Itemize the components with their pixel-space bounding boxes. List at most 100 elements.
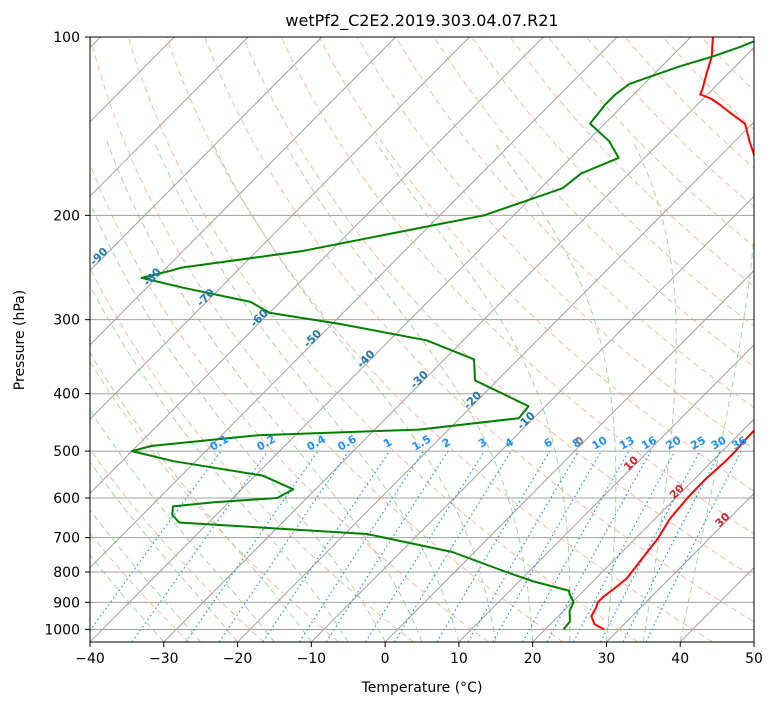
mixing-ratio-line bbox=[394, 450, 512, 642]
y-tick-label: 600 bbox=[53, 491, 80, 507]
dewpoint-line bbox=[131, 40, 754, 631]
mixing-ratio-label: 20 bbox=[663, 433, 683, 452]
dry-adiabat bbox=[242, 37, 754, 579]
moist-adiabat bbox=[211, 141, 497, 642]
mixing-ratio-line bbox=[325, 450, 449, 642]
axes: −40 −30 −20 −10 0 10 20 30 40 50 100 200 300 400 500 60… bbox=[44, 30, 763, 667]
moist-adiabat bbox=[90, 461, 238, 642]
isotherm-label: 40 bbox=[758, 538, 775, 558]
mixing-ratio-label: 30 bbox=[709, 433, 729, 452]
moist-adiabat bbox=[374, 141, 571, 642]
mixing-ratio-line bbox=[572, 450, 676, 642]
x-tick-label: −20 bbox=[223, 651, 253, 667]
x-tick-label: 10 bbox=[450, 651, 468, 667]
x-tick-label: 20 bbox=[524, 651, 542, 667]
y-tick-label: 700 bbox=[53, 531, 80, 547]
x-tick-label: 50 bbox=[745, 651, 763, 667]
dry-adiabat bbox=[280, 37, 754, 535]
y-tick-label: 300 bbox=[53, 313, 80, 329]
x-tick-label: 40 bbox=[671, 651, 689, 667]
isotherm-line bbox=[237, 121, 754, 642]
x-tick-label: −30 bbox=[149, 651, 179, 667]
mixing-ratio-label: 0.6 bbox=[335, 432, 359, 453]
mixing-ratio-line bbox=[522, 450, 630, 642]
isotherm-label: -10 bbox=[515, 409, 538, 432]
moist-adiabat bbox=[90, 201, 386, 642]
moist-adiabat bbox=[153, 141, 460, 642]
dry-adiabat bbox=[90, 163, 489, 642]
dry-adiabat bbox=[90, 267, 414, 642]
isotherm-label: -40 bbox=[354, 347, 377, 370]
isotherm-line bbox=[90, 37, 544, 495]
isotherm-label: -90 bbox=[87, 245, 110, 268]
isotherm-label: 20 bbox=[667, 482, 687, 502]
moist-adiabat bbox=[632, 141, 677, 642]
mixing-ratio-line bbox=[185, 450, 319, 642]
background-lines bbox=[90, 37, 754, 642]
x-tick-label: −40 bbox=[75, 651, 105, 667]
dry-adiabat bbox=[204, 37, 754, 623]
y-tick-label: 200 bbox=[53, 208, 80, 224]
dry-adiabat bbox=[356, 37, 754, 450]
mixing-ratio-line bbox=[492, 450, 602, 642]
chart-title: wetPf2_C2E2.2019.303.04.07.R21 bbox=[285, 11, 558, 31]
isotherm-line bbox=[606, 492, 754, 642]
isotherm-line bbox=[90, 37, 249, 197]
y-tick-label: 800 bbox=[53, 565, 80, 581]
isotherm-label: -70 bbox=[194, 286, 217, 309]
mixing-ratio-label: 1.5 bbox=[410, 433, 433, 454]
isotherm-line bbox=[163, 46, 754, 642]
y-tick-label: 1000 bbox=[44, 622, 80, 638]
isotherm-line bbox=[384, 269, 754, 642]
isotherm-label: 30 bbox=[713, 510, 733, 530]
isotherm-line bbox=[458, 344, 754, 642]
mixing-ratio-label: 16 bbox=[639, 433, 659, 452]
moist-adiabat bbox=[106, 141, 423, 642]
y-axis-title: Pressure (hPa) bbox=[12, 290, 28, 390]
y-tick-label: 900 bbox=[53, 595, 80, 611]
y-tick-label: 100 bbox=[53, 30, 80, 46]
isotherm-label: -50 bbox=[301, 327, 324, 350]
mixing-ratio-line bbox=[262, 450, 390, 642]
dry-adiabat bbox=[395, 37, 754, 409]
dry-adiabat bbox=[509, 37, 754, 287]
mixing-ratio-line bbox=[218, 450, 350, 642]
moist-adiabat bbox=[679, 230, 754, 642]
dry-adiabat bbox=[127, 37, 639, 642]
mixing-ratio-label: 1 bbox=[381, 436, 394, 451]
mixing-ratio-label: 0.4 bbox=[305, 432, 329, 453]
isotherm-line bbox=[90, 37, 470, 420]
isotherm-label: -20 bbox=[461, 388, 484, 411]
mixing-ratio-line bbox=[131, 450, 269, 642]
mixing-ratio-line bbox=[299, 450, 424, 642]
mixing-ratio-label: 3 bbox=[476, 436, 489, 451]
isotherm-line bbox=[90, 37, 397, 346]
dry-adiabat bbox=[471, 37, 754, 327]
plot-frame bbox=[89, 36, 755, 643]
mixing-ratio-label: 10 bbox=[590, 433, 610, 452]
moist-adiabat bbox=[90, 509, 202, 642]
mixing-ratio-label: 13 bbox=[617, 434, 637, 453]
moist-adiabat bbox=[90, 351, 312, 642]
mixing-ratio-label: 0.1 bbox=[208, 433, 231, 454]
isotherm-label: -80 bbox=[141, 265, 164, 288]
moist-adiabat bbox=[90, 554, 165, 642]
dry-adiabat bbox=[738, 37, 754, 53]
moist-adiabat bbox=[283, 141, 534, 642]
isotherm-line bbox=[90, 37, 618, 569]
mixing-ratio-label: 25 bbox=[688, 434, 708, 453]
mixing-ratio-line bbox=[467, 450, 580, 642]
isotherm-label: -100 bbox=[31, 221, 60, 250]
moist-adiabat bbox=[90, 409, 275, 642]
isotherm-line bbox=[679, 566, 754, 642]
dry-adiabat bbox=[166, 37, 713, 642]
mixing-ratio-label: 36 bbox=[730, 433, 750, 452]
dry-adiabat bbox=[90, 448, 265, 642]
x-tick-label: −10 bbox=[297, 651, 327, 667]
isotherm-line bbox=[753, 641, 754, 642]
isotherm-label: 10 bbox=[621, 453, 641, 473]
x-tick-label: 0 bbox=[381, 651, 390, 667]
dry-adiabat bbox=[700, 37, 754, 92]
dry-adiabat bbox=[433, 37, 754, 368]
